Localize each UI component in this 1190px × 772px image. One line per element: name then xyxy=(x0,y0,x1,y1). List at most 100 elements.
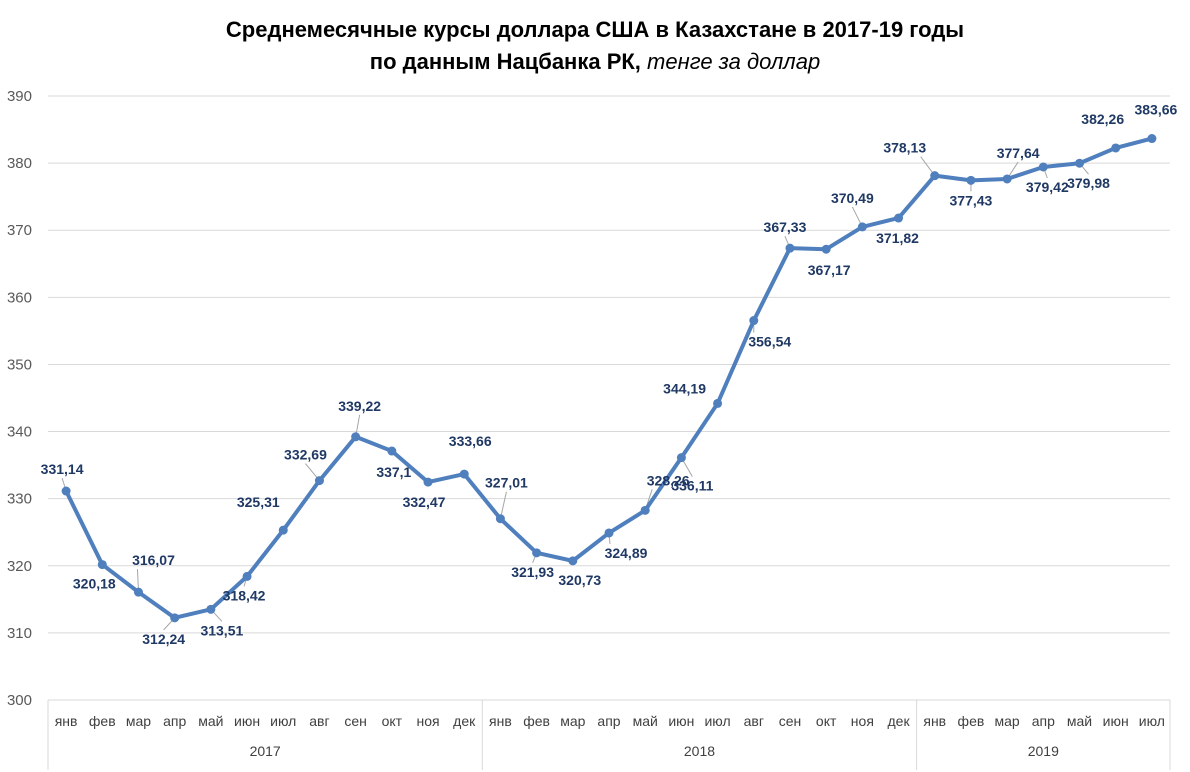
x-tick-label: янв xyxy=(489,713,512,729)
chart-title-line2: по данным Нацбанка РК, тенге за доллар xyxy=(0,46,1190,78)
x-tick-label: июл xyxy=(704,713,730,729)
data-label: 320,73 xyxy=(558,572,601,588)
year-label: 2019 xyxy=(1028,743,1059,759)
data-point xyxy=(97,560,107,570)
gridlines xyxy=(48,95,1170,701)
data-point xyxy=(568,556,578,566)
data-label: 332,47 xyxy=(403,494,446,510)
data-point xyxy=(351,432,361,442)
data-label: 327,01 xyxy=(485,475,528,491)
data-point xyxy=(857,222,867,232)
data-label: 383,66 xyxy=(1134,102,1177,118)
data-point xyxy=(278,525,288,535)
data-label: 313,51 xyxy=(200,622,243,638)
data-label: 316,07 xyxy=(132,552,175,568)
data-point xyxy=(133,587,143,597)
x-tick-label: фев xyxy=(958,713,985,729)
data-points xyxy=(61,134,1157,623)
data-label: 328,26 xyxy=(647,472,690,488)
x-tick-label: май xyxy=(633,713,658,729)
y-tick-label: 310 xyxy=(7,625,32,642)
data-point xyxy=(640,505,650,515)
data-label: 333,66 xyxy=(449,433,492,449)
y-axis: 300 310 320 330 340 350 360 370 380 390 xyxy=(7,88,32,709)
year-label: 2018 xyxy=(684,743,715,759)
x-tick-label: мар xyxy=(995,713,1020,729)
y-tick-label: 360 xyxy=(7,289,32,306)
data-label: 336,11 xyxy=(671,478,713,494)
data-label: 378,13 xyxy=(883,140,926,156)
y-tick-label: 300 xyxy=(7,692,32,709)
x-tick-label: янв xyxy=(923,713,946,729)
data-point xyxy=(1038,162,1048,172)
x-tick-label: мар xyxy=(126,713,151,729)
data-point xyxy=(423,477,433,487)
chart-title: Среднемесячные курсы доллара США в Казах… xyxy=(0,14,1190,78)
label-leader-line xyxy=(499,491,507,519)
data-label: 382,26 xyxy=(1081,111,1124,127)
data-point xyxy=(242,571,252,581)
data-label: 312,24 xyxy=(142,631,185,647)
y-tick-label: 350 xyxy=(7,356,32,373)
chart-title-source: по данным Нацбанка РК, xyxy=(369,49,641,74)
x-tick-label: сен xyxy=(779,713,802,729)
x-tick-label: янв xyxy=(55,713,78,729)
x-tick-label: апр xyxy=(1032,713,1055,729)
x-tick-label: дек xyxy=(453,713,476,729)
x-tick-label: апр xyxy=(163,713,186,729)
x-tick-label: фев xyxy=(523,713,550,729)
x-tick-label: май xyxy=(1067,713,1092,729)
data-label: 321,93 xyxy=(511,564,554,580)
y-tick-label: 390 xyxy=(7,88,32,105)
x-tick-label: июн xyxy=(1103,713,1129,729)
x-tick-label: апр xyxy=(597,713,620,729)
x-tick-label: сен xyxy=(344,713,367,729)
data-label: 370,49 xyxy=(831,190,874,206)
data-point xyxy=(61,486,71,496)
x-axis: янв фев мар апр май июн июл авг сен окт ноя дек янв ф… xyxy=(47,699,1171,770)
y-tick-label: 330 xyxy=(7,491,32,508)
x-tick-label: июн xyxy=(234,713,260,729)
data-label: 339,22 xyxy=(338,398,381,414)
data-label: 320,18 xyxy=(73,576,116,592)
x-tick-label: июн xyxy=(668,713,694,729)
data-label: 377,64 xyxy=(997,145,1040,161)
y-tick-label: 370 xyxy=(7,222,32,239)
chart-title-units: тенге за доллар xyxy=(647,49,821,74)
data-point xyxy=(495,514,505,524)
x-tick-label: окт xyxy=(816,713,837,729)
data-point xyxy=(1002,174,1012,184)
y-tick-label: 320 xyxy=(7,558,32,575)
data-point xyxy=(314,476,324,486)
data-point xyxy=(930,171,940,181)
data-label: 356,54 xyxy=(748,334,791,350)
x-tick-label: май xyxy=(198,713,223,729)
data-point xyxy=(170,613,180,623)
x-tick-label: окт xyxy=(382,713,403,729)
data-point xyxy=(821,244,831,254)
x-tick-label: июл xyxy=(270,713,296,729)
data-label: 324,89 xyxy=(605,545,648,561)
data-label: 332,69 xyxy=(284,447,327,463)
data-labels: 331,14 320,18 316,07 312,24 313,51 318,42 325,… xyxy=(41,102,1178,647)
data-point xyxy=(532,548,542,558)
x-tick-label: дек xyxy=(888,713,911,729)
data-point xyxy=(966,175,976,185)
x-tick-label: фев xyxy=(89,713,116,729)
data-label: 331,14 xyxy=(41,461,84,477)
data-label: 325,31 xyxy=(237,494,280,510)
year-label: 2017 xyxy=(250,743,281,759)
data-label: 318,42 xyxy=(223,587,266,603)
data-point xyxy=(749,316,759,326)
data-label: 367,33 xyxy=(764,219,807,235)
y-tick-label: 380 xyxy=(7,155,32,172)
x-tick-label: ноя xyxy=(416,713,439,729)
data-point xyxy=(206,604,216,614)
data-point xyxy=(604,528,614,538)
data-label: 379,98 xyxy=(1067,175,1110,191)
data-label: 379,42 xyxy=(1026,179,1069,195)
data-label: 344,19 xyxy=(663,380,706,396)
data-point xyxy=(713,398,723,408)
data-label: 337,1 xyxy=(376,464,411,480)
